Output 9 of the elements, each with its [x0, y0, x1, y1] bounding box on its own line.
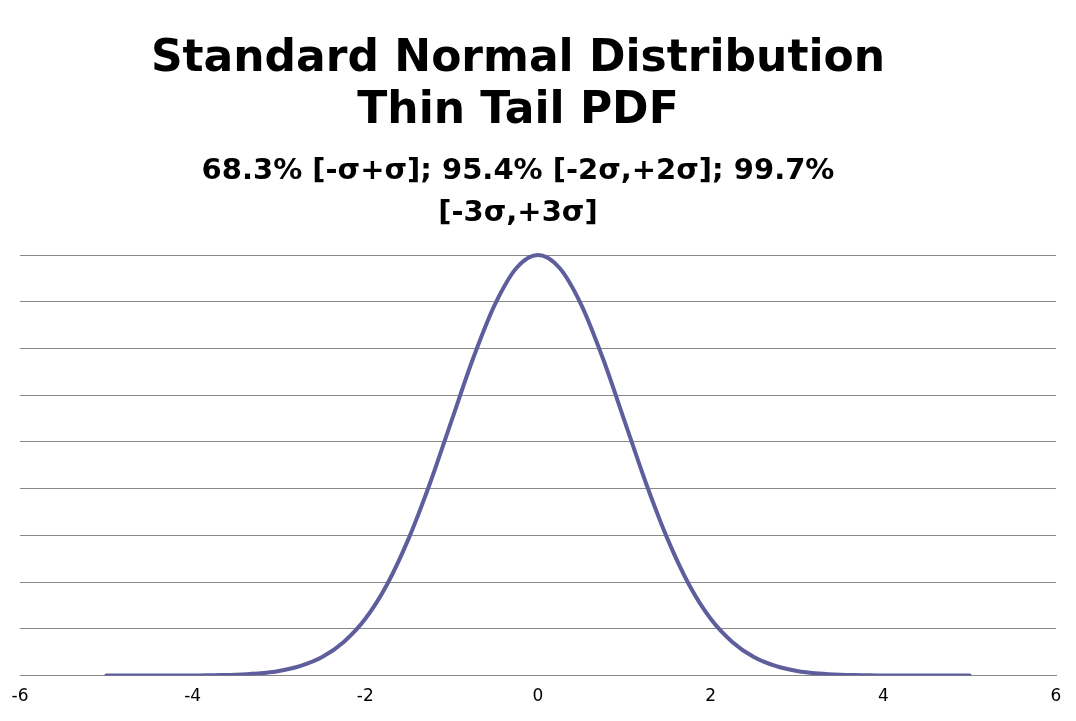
chart-title: Standard Normal Distribution Thin Tail PDF — [149, 30, 887, 134]
x-tick-label: 6 — [1050, 685, 1062, 706]
x-tick-label: -6 — [11, 685, 29, 706]
chart-subtitle: 68.3% [-σ+σ]; 95.4% [-2σ,+2σ]; 99.7% [-3σ,+3σ] — [200, 151, 836, 230]
x-tick-label: 4 — [877, 685, 889, 706]
x-tick-label: 2 — [705, 685, 717, 706]
x-tick-label: 0 — [532, 685, 544, 706]
x-tick-label: -2 — [356, 685, 374, 706]
x-tick-label: -4 — [184, 685, 202, 706]
